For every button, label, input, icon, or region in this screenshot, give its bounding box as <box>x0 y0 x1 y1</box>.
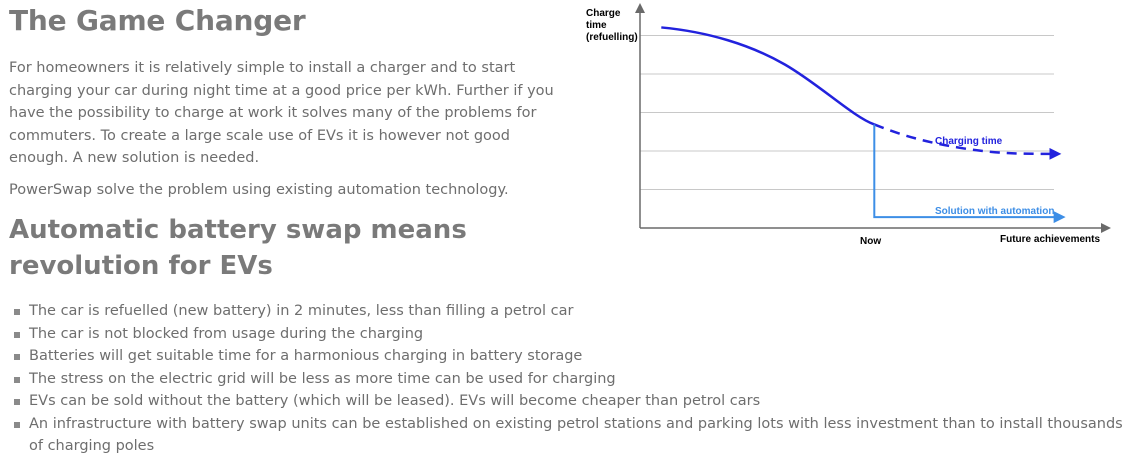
list-item-text: An infrastructure with battery swap unit… <box>29 415 1123 455</box>
list-item-text: EVs can be sold without the battery (whi… <box>29 393 761 409</box>
y-axis-label-line: Charge <box>586 8 621 19</box>
square-bullet-icon <box>14 309 20 315</box>
square-bullet-icon <box>14 421 20 428</box>
y-axis-label-line: (refuelling) <box>586 32 638 43</box>
series-label-charging-time: Charging time <box>935 136 1003 147</box>
list-item-text: The stress on the electric grid will be … <box>29 370 616 387</box>
axes <box>635 3 1111 233</box>
series <box>661 26 1066 224</box>
intro-text: For homeowners it is relatively simple t… <box>9 57 569 210</box>
charging-time-line <box>661 26 875 126</box>
list-item-text: The car is refuelled (new battery) in 2 … <box>29 303 574 319</box>
y-axis-label-line: time <box>586 20 607 31</box>
square-bullet-icon <box>14 376 20 383</box>
list-item-text: Batteries will get suitable time for a h… <box>29 348 583 364</box>
list-item: The stress on the electric grid will be … <box>14 368 1124 391</box>
chart-canvas: Charge time (refuelling) Future achievem… <box>586 3 1111 247</box>
charge-time-chart: Charge time (refuelling) Future achievem… <box>578 0 1118 260</box>
list-item: An infrastructure with battery swap unit… <box>14 413 1124 458</box>
list-item: The car is not blocked from usage during… <box>14 323 1124 346</box>
list-item: The car is refuelled (new battery) in 2 … <box>14 300 1124 323</box>
benefits-list: The car is refuelled (new battery) in 2 … <box>14 300 1124 458</box>
section-title-game-changer: The Game Changer <box>9 4 306 37</box>
square-bullet-icon <box>14 354 20 360</box>
gridlines <box>640 35 1054 190</box>
series-label-solution-with-automation: Solution with automation <box>935 206 1054 217</box>
section-title-battery-swap: Automatic battery swap means revolution … <box>9 215 467 281</box>
intro-paragraph: PowerSwap solve the problem using existi… <box>9 181 509 198</box>
charging-time-dashed-line <box>873 123 1062 160</box>
list-item: EVs can be sold without the battery (whi… <box>14 390 1124 413</box>
square-bullet-icon <box>14 331 20 338</box>
now-marker-label: Now <box>860 236 881 247</box>
chart-labels: Charge time (refuelling) Future achievem… <box>586 8 1100 247</box>
x-axis-label: Future achievements <box>1000 234 1100 245</box>
intro-paragraph: For homeowners it is relatively simple t… <box>9 60 554 166</box>
solution-with-automation-line <box>873 124 1066 224</box>
list-item: Batteries will get suitable time for a h… <box>14 345 1124 368</box>
list-item-text: The car is not blocked from usage during… <box>29 325 424 342</box>
square-bullet-icon <box>14 399 20 405</box>
